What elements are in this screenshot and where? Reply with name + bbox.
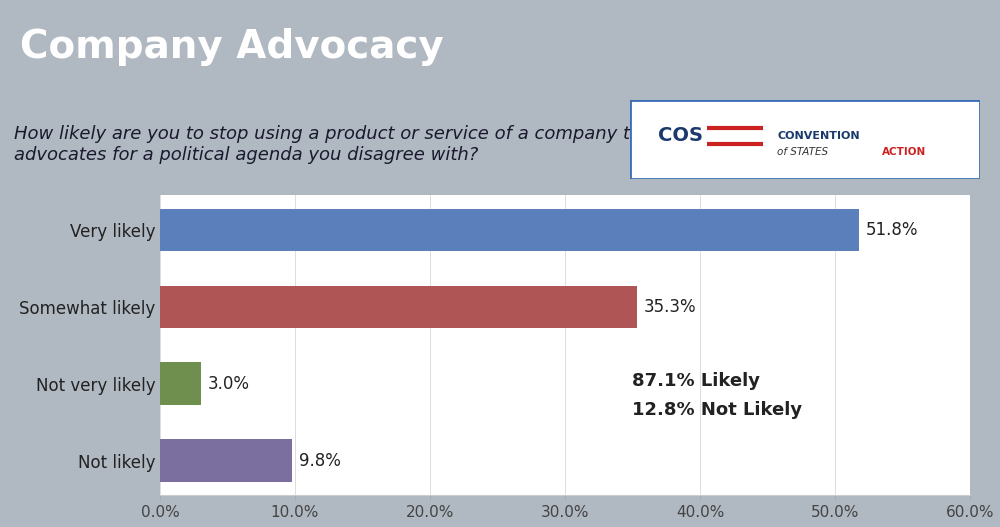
FancyBboxPatch shape [630, 100, 980, 179]
Text: Company Advocacy: Company Advocacy [20, 28, 444, 66]
Bar [160, 363, 200, 405]
Text: of STATES: of STATES [777, 147, 831, 157]
Text: CONVENTION: CONVENTION [777, 131, 860, 141]
Text: COS: COS [658, 126, 703, 145]
Text: 87.1% Likely
12.8% Not Likely: 87.1% Likely 12.8% Not Likely [633, 372, 803, 419]
Text: 35.3%: 35.3% [643, 298, 696, 316]
Text: 51.8%: 51.8% [866, 221, 919, 239]
Text: 9.8%: 9.8% [299, 452, 341, 470]
Text: How likely are you to stop using a product or service of a company that openly
a: How likely are you to stop using a produ… [14, 125, 725, 164]
Bar [160, 209, 859, 251]
Bar [160, 286, 637, 328]
Text: ACTION: ACTION [882, 147, 926, 157]
Bar [160, 440, 292, 482]
Text: 3.0%: 3.0% [207, 375, 249, 393]
